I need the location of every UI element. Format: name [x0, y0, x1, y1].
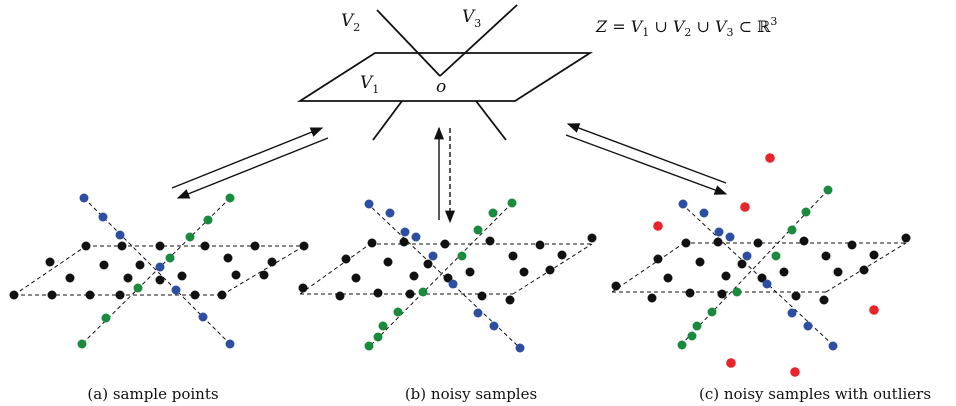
panel-b-noisy-samples: [298, 198, 597, 353]
label-v2: V2: [341, 11, 360, 34]
line-v3-upper: [439, 4, 518, 77]
arrow-a-up: [171, 127, 324, 189]
panel-a-sample-points: [9, 193, 309, 349]
formula-z: Z = V1 ∪ V2 ∪ V3 ⊂ ℝ3: [595, 15, 777, 39]
line-v3-lower: [475, 100, 507, 141]
arrow-c-up: [566, 123, 727, 184]
label-origin: o: [436, 77, 446, 97]
subspace-union-figure: [296, 4, 594, 141]
plane-v1: [296, 52, 594, 102]
caption-b: (b) noisy samples: [405, 385, 537, 403]
arrows: [171, 123, 728, 224]
outlier-points: [653, 153, 879, 377]
caption-a: (a) sample points: [87, 385, 218, 403]
arrow-c-down: [565, 134, 728, 195]
panel-c-noisy-samples-with-outliers: [611, 153, 911, 377]
label-v3: V3: [462, 7, 481, 30]
label-v1: V1: [360, 73, 379, 96]
line-v2-lower: [372, 100, 403, 141]
line-v2-upper: [376, 9, 441, 77]
arrow-a-down: [176, 137, 329, 199]
caption-c: (c) noisy samples with outliers: [699, 385, 931, 403]
